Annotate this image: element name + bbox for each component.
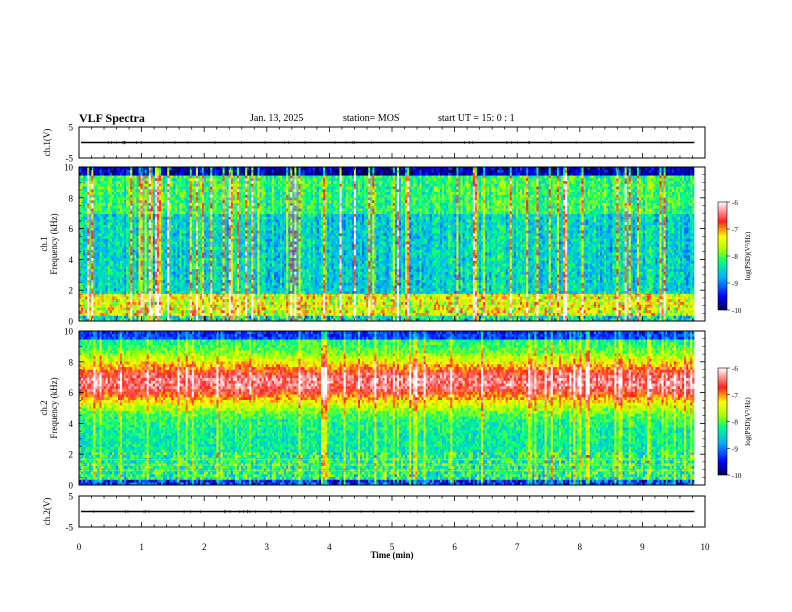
ch1-spectrogram-cells (79, 167, 695, 321)
ytick-label: 5 (69, 123, 74, 133)
ytick-label: 5 (69, 492, 74, 502)
colorbar-tick-label: -7 (732, 392, 738, 400)
xtick-label: 8 (578, 542, 583, 552)
ch2-spectrogram-cells (79, 331, 695, 485)
xtick-label: 1 (139, 542, 144, 552)
xtick-label: 10 (701, 542, 711, 552)
ytick-label: 4 (69, 419, 74, 429)
ylabel-frequency: Frequency (kHz) (49, 213, 59, 274)
xtick-label: 2 (202, 542, 207, 552)
ylabel-voltage: ch.1(V) (42, 129, 52, 157)
x-axis-label: Time (min) (370, 550, 413, 560)
ytick-label: 0 (69, 481, 74, 491)
ch2-waveform-panel: 5 -5 ch.2(V) (42, 492, 705, 533)
xtick-label: 9 (640, 542, 645, 552)
xtick-label: 3 (265, 542, 270, 552)
ytick-label: 8 (69, 193, 74, 203)
ytick-label: 4 (69, 255, 74, 265)
xtick-label: 7 (515, 542, 520, 552)
ch2-spectrogram-panel: 0 2 4 6 8 10 ch.2 Frequency (kHz) -6 -7 -8 -9 -10 log… (39, 327, 752, 491)
ch2-spectrogram-colorbar: -6 -7 -8 -9 -10 log(PSD)(V²/Hz) (718, 365, 752, 480)
ytick-label: 6 (69, 224, 74, 234)
colorbar-tick-label: -8 (732, 419, 738, 427)
ch1-spectrogram-colorbar: -6 -7 -8 -9 -10 log(PSD)(V²/Hz) (718, 199, 752, 315)
ytick-label: -5 (66, 523, 74, 533)
colorbar-tick-label: -6 (732, 199, 738, 207)
ylabel-voltage: ch.2(V) (42, 498, 52, 526)
ytick-label: 6 (69, 388, 74, 398)
ytick-label: 2 (69, 450, 74, 460)
ytick-label: 0 (69, 317, 74, 327)
ylabel-channel: ch.2 (39, 400, 49, 415)
colorbar-label: log(PSD)(V²/Hz) (744, 397, 752, 446)
ytick-label: 8 (69, 357, 74, 367)
colorbar-tick-label: -10 (732, 307, 742, 315)
xtick-label: 6 (452, 542, 457, 552)
colorbar-tick-label: -7 (732, 226, 738, 234)
colorbar-label: log(PSD)(V²/Hz) (744, 231, 752, 280)
colorbar-tick-label: -6 (732, 365, 738, 373)
ylabel-frequency: Frequency (kHz) (49, 377, 59, 438)
colorbar-tick-label: -9 (732, 445, 738, 453)
ytick-label: 2 (69, 286, 74, 296)
ytick-label: 10 (64, 327, 74, 337)
colorbar-tick-label: -9 (732, 280, 738, 288)
colorbar-tick-label: -8 (732, 253, 738, 261)
ytick-label: 10 (64, 163, 74, 173)
xtick-label: 0 (77, 542, 82, 552)
colorbar-tick-label: -10 (732, 472, 742, 480)
ch1-waveform-panel: 5-5ch.1(V) (42, 123, 705, 164)
xtick-label: 4 (327, 542, 332, 552)
ch1-spectrogram-panel: 0 2 4 6 8 10 ch.1 Frequency (kHz) -6 -7 -8 -9 -10 log… (39, 163, 752, 327)
ylabel-channel: ch.1 (39, 236, 49, 251)
